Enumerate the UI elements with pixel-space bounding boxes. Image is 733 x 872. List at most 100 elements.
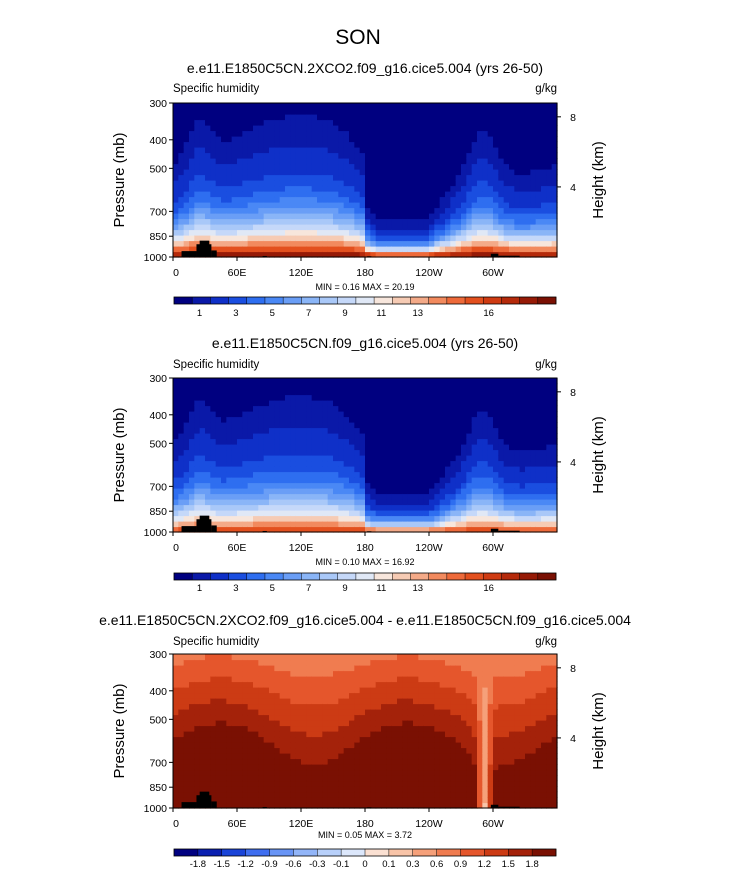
field-cell <box>461 185 467 192</box>
field-cell <box>359 114 366 121</box>
field-cell <box>215 416 222 423</box>
field-cell <box>253 791 259 798</box>
field-cell <box>413 405 419 412</box>
field-cell <box>402 438 409 445</box>
field-cell <box>194 692 201 699</box>
field-cell <box>274 786 281 793</box>
field-cell <box>519 130 526 137</box>
field-cell <box>279 125 286 132</box>
field-cell <box>365 174 371 181</box>
field-cell <box>450 114 457 121</box>
field-cell <box>498 521 505 528</box>
field-cell <box>285 709 291 716</box>
field-cell <box>466 125 473 132</box>
field-cell <box>189 422 195 429</box>
field-cell <box>317 753 323 760</box>
field-cell <box>333 471 339 478</box>
field-cell <box>237 389 243 396</box>
field-cell <box>365 169 371 176</box>
field-cell <box>226 169 233 176</box>
field-cell <box>407 196 414 203</box>
field-cell <box>231 196 238 203</box>
field-cell <box>210 654 217 661</box>
field-cell <box>295 405 302 412</box>
field-cell <box>285 147 291 154</box>
field-cell <box>231 703 238 710</box>
field-cell <box>253 714 259 721</box>
field-cell <box>429 477 435 484</box>
field-cell <box>258 136 265 143</box>
field-cell <box>205 405 211 412</box>
field-cell <box>295 180 302 187</box>
field-cell <box>439 218 446 225</box>
field-cell <box>290 471 297 478</box>
field-cell <box>487 224 494 231</box>
field-cell <box>237 493 243 500</box>
field-cell <box>482 411 489 418</box>
field-cell <box>215 471 222 478</box>
field-cell <box>237 202 243 209</box>
field-cell <box>306 235 313 242</box>
field-cell <box>253 400 259 407</box>
field-cell <box>290 224 297 231</box>
field-cell <box>199 449 206 456</box>
field-cell <box>450 515 457 522</box>
field-cell <box>450 218 457 225</box>
field-cell <box>183 114 190 121</box>
field-cell <box>178 125 185 132</box>
field-cell <box>274 224 281 231</box>
field-cell <box>327 163 334 170</box>
field-cell <box>546 389 553 396</box>
field-cell <box>253 753 259 760</box>
x-tick-label: 60W <box>482 267 504 279</box>
field-cell <box>247 449 254 456</box>
field-cell <box>295 400 302 407</box>
field-cell <box>301 504 307 511</box>
field-cell <box>231 251 238 258</box>
field-cell <box>194 207 201 214</box>
field-cell <box>237 169 243 176</box>
field-cell <box>231 786 238 793</box>
x-tick-label: 60E <box>228 542 247 554</box>
field-cell <box>359 213 366 220</box>
field-cell <box>370 163 377 170</box>
field-cell <box>530 213 537 220</box>
field-cell <box>247 433 254 440</box>
field-cell <box>514 235 521 242</box>
field-cell <box>439 449 446 456</box>
field-cell <box>183 202 190 209</box>
field-cell <box>461 466 467 473</box>
colorbar-label: 9 <box>342 308 347 319</box>
field-cell <box>391 504 398 511</box>
field-cell <box>402 141 409 148</box>
field-cell <box>381 191 387 198</box>
field-cell <box>317 240 323 247</box>
field-cell <box>311 438 318 445</box>
field-cell <box>450 251 457 258</box>
colorbar-label: 11 <box>376 583 386 594</box>
field-cell <box>274 709 281 716</box>
field-cell <box>397 427 403 434</box>
field-cell <box>402 202 409 209</box>
field-cell <box>205 709 211 716</box>
field-cell <box>471 196 478 203</box>
field-cell <box>263 731 270 738</box>
field-cell <box>503 185 510 192</box>
field-cell <box>477 119 483 126</box>
field-cell <box>429 235 435 242</box>
field-cell <box>530 400 537 407</box>
field-cell <box>370 196 377 203</box>
field-cell <box>231 246 238 253</box>
field-cell <box>381 504 387 511</box>
field-cell <box>311 769 318 776</box>
field-cell <box>375 378 382 385</box>
field-cell <box>285 526 291 533</box>
field-cell <box>375 504 382 511</box>
panel-3: e.e11.E1850C5CN.2XCO2.f09_g16.cice5.004 … <box>99 612 631 870</box>
field-cell <box>509 213 515 220</box>
field-cell <box>226 405 233 412</box>
field-cell <box>317 108 323 115</box>
field-cell <box>535 510 542 517</box>
field-cell <box>471 125 478 132</box>
field-cell <box>231 169 238 176</box>
